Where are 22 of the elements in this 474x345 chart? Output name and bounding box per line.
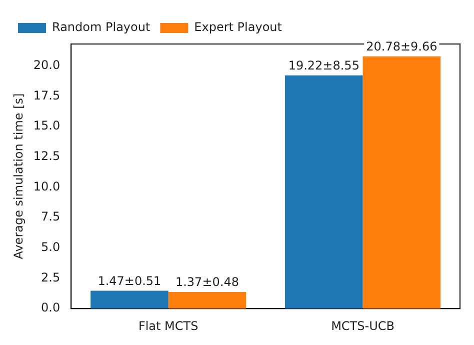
y-tick-label: 5.0 (41, 240, 60, 254)
legend-label: Expert Playout (194, 20, 282, 34)
data-label: 20.78±9.66 (366, 40, 438, 54)
data-label: 1.47±0.51 (98, 274, 162, 288)
bar (168, 292, 246, 309)
data-label: 1.37±0.48 (175, 275, 239, 290)
x-tick-label: Flat MCTS (138, 318, 198, 333)
data-label: 19.22±8.55 (288, 58, 360, 72)
y-axis-title: Average simulation time [s] (11, 93, 26, 260)
y-tick-label: 0.0 (41, 300, 60, 315)
y-tick-label: 17.5 (33, 88, 60, 102)
y-tick-label: 15.0 (33, 118, 60, 133)
bar (285, 75, 363, 309)
y-tick-label: 7.5 (41, 210, 60, 224)
y-tick-label: 2.5 (41, 270, 60, 284)
y-tick-label: 12.5 (33, 149, 60, 164)
y-tick-label: 20.0 (33, 58, 60, 72)
bar (90, 290, 168, 309)
y-tick-label: 10.0 (33, 179, 60, 194)
bar (362, 56, 441, 309)
legend-label: Random Playout (52, 20, 150, 34)
x-tick-label: MCTS-UCB (331, 318, 394, 333)
